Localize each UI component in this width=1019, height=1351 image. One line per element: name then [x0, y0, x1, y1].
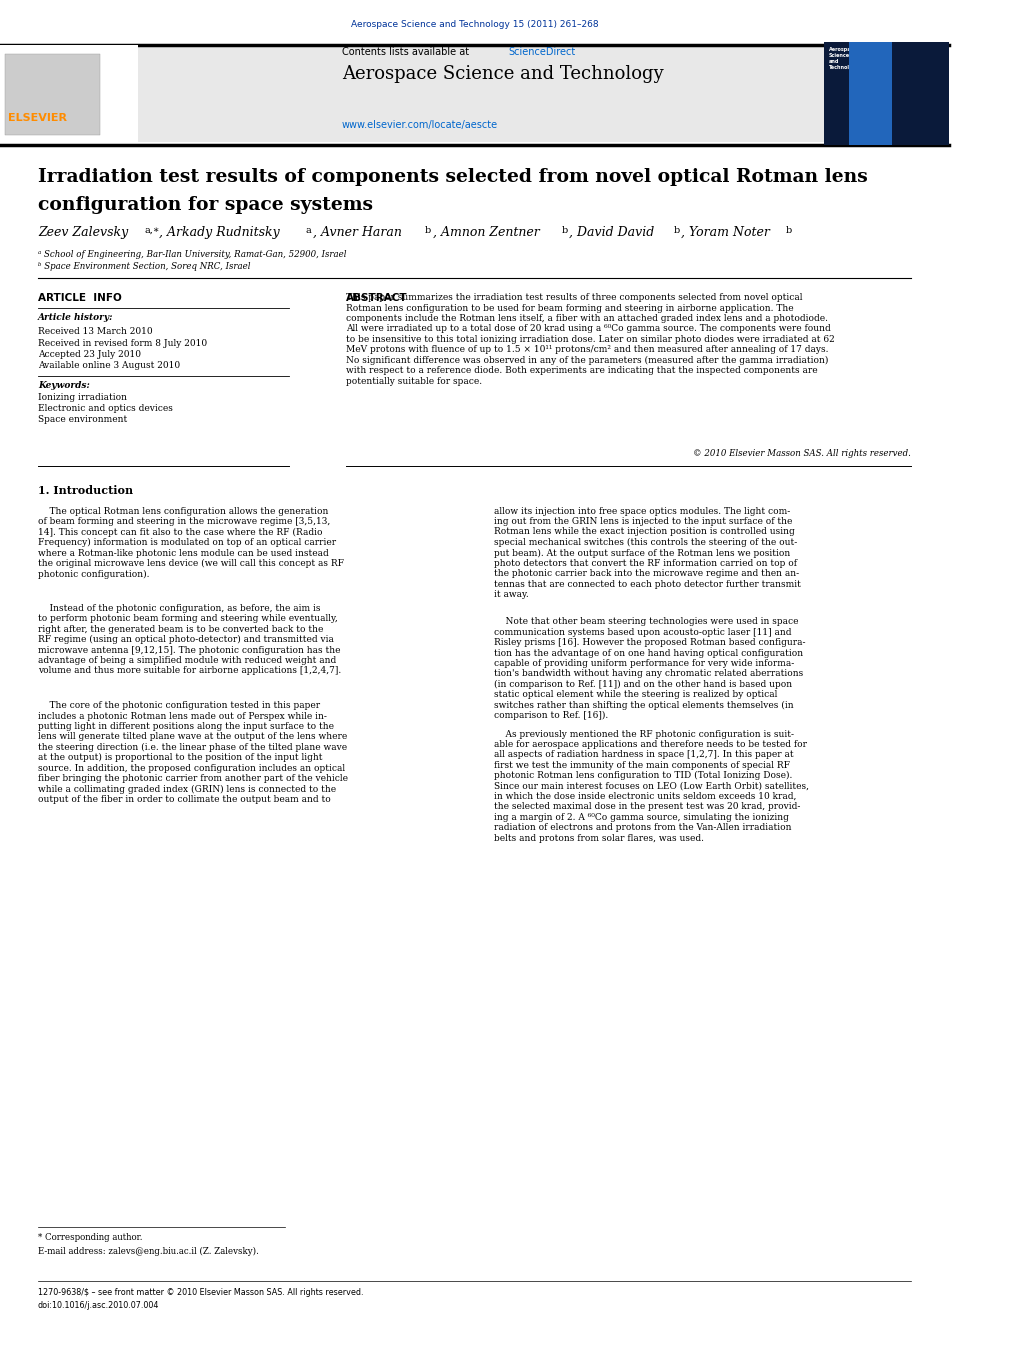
Text: ScienceDirect: ScienceDirect [508, 47, 576, 57]
Text: doi:10.1016/j.asc.2010.07.004: doi:10.1016/j.asc.2010.07.004 [38, 1301, 159, 1310]
Text: ELSEVIER: ELSEVIER [7, 113, 66, 123]
Text: , David David: , David David [569, 226, 654, 239]
Text: Received 13 March 2010: Received 13 March 2010 [38, 327, 153, 336]
FancyBboxPatch shape [0, 45, 949, 142]
FancyBboxPatch shape [0, 45, 138, 142]
Text: The core of the photonic configuration tested in this paper
includes a photonic : The core of the photonic configuration t… [38, 701, 347, 804]
Text: Article history:: Article history: [38, 313, 113, 323]
Text: This paper summarizes the irradiation test results of three components selected : This paper summarizes the irradiation te… [346, 293, 835, 385]
FancyBboxPatch shape [849, 42, 892, 145]
Text: Available online 3 August 2010: Available online 3 August 2010 [38, 361, 180, 370]
Text: a,∗: a,∗ [144, 226, 160, 235]
Text: a: a [306, 226, 311, 235]
Text: b: b [674, 226, 680, 235]
FancyBboxPatch shape [5, 54, 100, 135]
Text: As previously mentioned the RF photonic configuration is suit-
able for aerospac: As previously mentioned the RF photonic … [493, 730, 808, 843]
Text: Ionizing irradiation: Ionizing irradiation [38, 393, 126, 403]
Text: © 2010 Elsevier Masson SAS. All rights reserved.: © 2010 Elsevier Masson SAS. All rights r… [693, 449, 910, 458]
Text: Aerospace Science and Technology 15 (2011) 261–268: Aerospace Science and Technology 15 (201… [351, 20, 598, 30]
Text: Accepted 23 July 2010: Accepted 23 July 2010 [38, 350, 141, 359]
Text: b: b [561, 226, 568, 235]
Text: * Corresponding author.: * Corresponding author. [38, 1233, 143, 1243]
Text: Aerospace Science and Technology: Aerospace Science and Technology [341, 65, 662, 82]
Text: configuration for space systems: configuration for space systems [38, 196, 373, 213]
Text: ABSTRACT: ABSTRACT [346, 293, 408, 303]
Text: 1. Introduction: 1. Introduction [38, 485, 132, 496]
Text: Aerospace
Science
and
Technology: Aerospace Science and Technology [827, 47, 859, 70]
Text: 1270-9638/$ – see front matter © 2010 Elsevier Masson SAS. All rights reserved.: 1270-9638/$ – see front matter © 2010 El… [38, 1288, 363, 1297]
Text: www.elsevier.com/locate/aescte: www.elsevier.com/locate/aescte [341, 120, 497, 130]
Text: , Yoram Noter: , Yoram Noter [681, 226, 769, 239]
Text: b: b [785, 226, 792, 235]
Text: ᵇ Space Environment Section, Soreq NRC, Israel: ᵇ Space Environment Section, Soreq NRC, … [38, 262, 251, 272]
Text: ARTICLE  INFO: ARTICLE INFO [38, 293, 121, 303]
Text: Contents lists available at: Contents lists available at [341, 47, 472, 57]
Text: Received in revised form 8 July 2010: Received in revised form 8 July 2010 [38, 339, 207, 349]
Text: ᵃ School of Engineering, Bar-Ilan University, Ramat-Gan, 52900, Israel: ᵃ School of Engineering, Bar-Ilan Univer… [38, 250, 346, 259]
Text: Space environment: Space environment [38, 415, 127, 424]
Text: , Avner Haran: , Avner Haran [313, 226, 401, 239]
Text: Keywords:: Keywords: [38, 381, 90, 390]
Text: allow its injection into free space optics modules. The light com-
ing out from : allow its injection into free space opti… [493, 507, 800, 598]
Text: b: b [425, 226, 431, 235]
Text: Irradiation test results of components selected from novel optical Rotman lens: Irradiation test results of components s… [38, 168, 867, 185]
Text: Zeev Zalevsky: Zeev Zalevsky [38, 226, 128, 239]
Text: , Arkady Rudnitsky: , Arkady Rudnitsky [159, 226, 280, 239]
Text: The optical Rotman lens configuration allows the generation
of beam forming and : The optical Rotman lens configuration al… [38, 507, 343, 578]
FancyBboxPatch shape [823, 42, 949, 145]
Text: Instead of the photonic configuration, as before, the aim is
to perform photonic: Instead of the photonic configuration, a… [38, 604, 341, 676]
Text: , Amnon Zentner: , Amnon Zentner [432, 226, 539, 239]
Text: Note that other beam steering technologies were used in space
communication syst: Note that other beam steering technologi… [493, 617, 804, 720]
Text: E-mail address: zalevs@eng.biu.ac.il (Z. Zalevsky).: E-mail address: zalevs@eng.biu.ac.il (Z.… [38, 1247, 259, 1256]
Text: Electronic and optics devices: Electronic and optics devices [38, 404, 172, 413]
